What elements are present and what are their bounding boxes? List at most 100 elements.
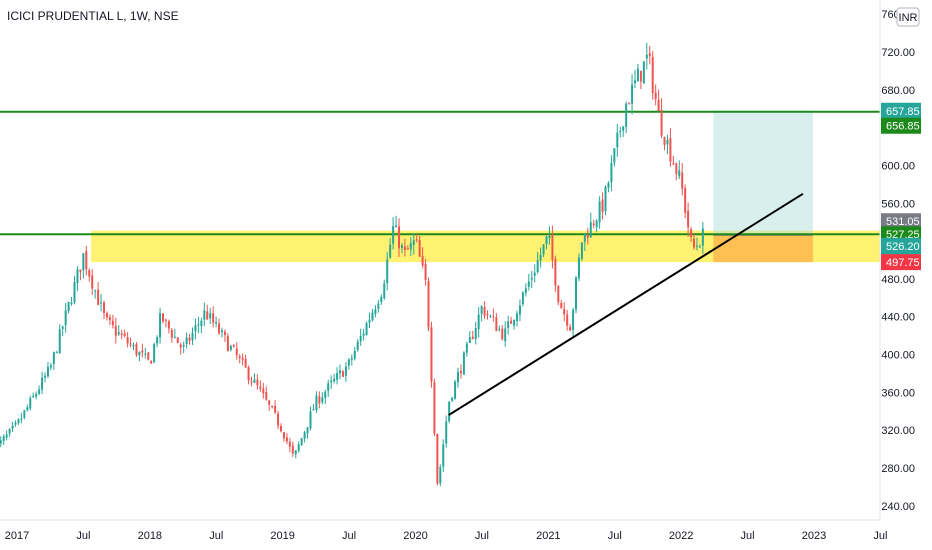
candle-body <box>330 380 333 383</box>
candle-body <box>347 359 350 366</box>
y-tick-label: 440.00 <box>881 312 915 324</box>
candle-body <box>374 309 377 315</box>
candle-body <box>191 332 194 341</box>
candle-body <box>693 238 696 248</box>
candle-body <box>698 246 701 248</box>
candle-body <box>539 254 542 261</box>
candle-body <box>418 240 421 257</box>
price-badge <box>881 254 921 271</box>
candle-body <box>459 371 462 374</box>
candle-body <box>206 311 209 320</box>
chart-title: ICICI PRUDENTIAL L, 1W, NSE <box>7 9 179 23</box>
candle-body <box>105 313 108 318</box>
candle-body <box>628 103 631 105</box>
candle-body <box>226 336 229 352</box>
candle-body <box>589 222 592 238</box>
candle-body <box>557 285 560 303</box>
candle-body <box>200 320 203 326</box>
price-badge-label: 531.05 <box>886 216 920 228</box>
x-tick-label: Jul <box>608 530 622 542</box>
candle-body <box>433 382 436 434</box>
candle-body <box>474 327 477 340</box>
candle-body <box>439 467 442 484</box>
candle-body <box>23 410 26 418</box>
candle-body <box>35 393 38 397</box>
candle-body <box>368 319 371 323</box>
candle-body <box>406 248 409 250</box>
candle-body <box>701 228 704 246</box>
candle-body <box>430 327 433 382</box>
price-badge <box>881 102 921 119</box>
position-layer <box>713 110 813 263</box>
candle-body <box>179 344 182 348</box>
candle-body <box>164 319 167 321</box>
currency-button[interactable]: INR <box>896 7 920 27</box>
candle-body <box>76 269 79 283</box>
candle-body <box>44 375 47 378</box>
candle-body <box>162 313 165 322</box>
candle-body <box>247 367 250 381</box>
x-tick-label: 2018 <box>138 530 162 542</box>
candle-body <box>129 343 132 345</box>
candle-body <box>678 170 681 177</box>
candle-body <box>448 401 451 422</box>
candle-body <box>577 257 580 279</box>
candle-body <box>486 313 489 315</box>
candle-body <box>73 281 76 303</box>
candles <box>0 42 704 487</box>
candle-body <box>592 223 595 225</box>
candle-body <box>560 303 563 309</box>
candle-body <box>386 259 389 284</box>
candle-body <box>359 336 362 342</box>
candle-body <box>681 172 684 189</box>
y-tick-label: 600.00 <box>881 160 915 172</box>
time-axis[interactable]: 2017 Jul 2018 Jul 2019 Jul 2020 Jul 2021 Jul 2022 J… <box>5 530 888 542</box>
candle-body <box>545 236 548 245</box>
candle-body <box>362 333 365 336</box>
candle-body <box>327 383 330 392</box>
candle-body <box>616 132 619 148</box>
candle-body <box>436 433 439 484</box>
candle-body <box>271 405 274 408</box>
candle-body <box>510 320 513 324</box>
stop-box <box>713 235 813 263</box>
candle-body <box>288 441 291 447</box>
y-tick-label: 720.00 <box>881 47 915 59</box>
y-tick-label: 280.00 <box>881 463 915 475</box>
candle-body <box>392 226 395 244</box>
trendline-layer <box>448 192 804 416</box>
candle-body <box>321 397 324 403</box>
candle-body <box>52 352 55 364</box>
target-box <box>713 110 813 236</box>
candle-body <box>318 396 321 404</box>
candle-body <box>144 353 147 355</box>
candle-body <box>344 366 347 376</box>
price-badge <box>881 213 921 230</box>
candle-body <box>642 61 645 84</box>
candle-body <box>675 163 678 174</box>
candle-body <box>607 182 610 188</box>
candle-body <box>518 305 521 315</box>
candle-body <box>442 444 445 467</box>
candle-body <box>341 371 344 377</box>
candle-body <box>527 281 530 287</box>
candle-body <box>501 328 504 340</box>
candle-body <box>49 365 52 368</box>
candle-body <box>409 243 412 250</box>
candle-body <box>336 373 339 380</box>
candle-body <box>182 345 185 347</box>
candle-body <box>229 345 232 350</box>
candle-body <box>454 381 457 399</box>
candle-body <box>94 290 97 292</box>
candle-body <box>97 289 100 305</box>
candle-body <box>0 440 2 444</box>
price-badge-label: 526.20 <box>886 241 920 253</box>
candle-body <box>513 319 516 326</box>
candle-body <box>282 432 285 439</box>
candle-body <box>657 100 660 111</box>
y-tick-label: 680.00 <box>881 85 915 97</box>
candle-body <box>551 234 554 260</box>
candle-body <box>32 395 35 397</box>
candle-body <box>569 327 572 331</box>
